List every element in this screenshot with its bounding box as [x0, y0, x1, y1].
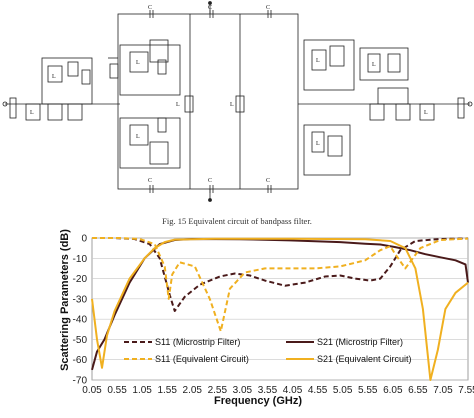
y-tick-label: -10 [73, 254, 88, 265]
center-right-inductor [235, 95, 245, 113]
right-output-network [298, 87, 473, 121]
grid [91, 237, 469, 381]
x-tick-label: 3.05 [233, 385, 253, 396]
series [91, 237, 469, 381]
circuit-ind-label: L [424, 110, 428, 116]
y-tick-label: -60 [73, 355, 88, 366]
x-tick-label: 3.55 [258, 385, 278, 396]
x-tick-label: 0.55 [107, 385, 127, 396]
x-tick-label: 1.05 [132, 385, 152, 396]
circuit-cap-label: C [148, 5, 152, 11]
circuit-ind-label: L [136, 60, 140, 66]
circuit-ind-label: L [316, 141, 320, 147]
right-upper-resonator [303, 39, 409, 91]
y-tick-label: -50 [73, 335, 88, 346]
figure-caption: Fig. 15 Equivalent circuit of bandpass f… [162, 216, 312, 226]
circuit-ind-label: L [372, 62, 376, 68]
x-axis-label: Frequency (GHz) [214, 395, 302, 407]
y-tick-label: -30 [73, 294, 88, 305]
legend-label: S21 (Equivalent Circuit) [317, 354, 412, 364]
circuit-ind-label: L [316, 58, 320, 64]
left-input-network [2, 57, 120, 121]
y-tick-label: -20 [73, 274, 88, 285]
x-tick-label: 0.05 [82, 385, 102, 396]
s-parameter-chart: Scattering Parameters (dB) Frequency (GH… [59, 229, 474, 407]
x-tick-label: 6.05 [383, 385, 403, 396]
legend-label: S21 (Microstrip Filter) [317, 337, 403, 347]
y-tick-label: -40 [73, 315, 88, 326]
circuit-cap-label: C [266, 5, 270, 11]
circuit-ind-label: L [30, 110, 34, 116]
left-upper-resonator [108, 39, 181, 96]
equivalent-circuit-diagram: C C C C C C L L L L L L L L L L [2, 1, 473, 202]
y-axis-label: Scattering Parameters (dB) [59, 229, 71, 371]
circuit-ind-label: L [176, 102, 180, 108]
y-tick-label: 0 [81, 234, 87, 245]
circuit-cap-label: C [148, 178, 152, 184]
legend-label: S11 (Equivalent Circuit) [155, 354, 249, 364]
tick-labels: 0 -10 -20 -30 -40 -50 -60 -700.05 0.55 1.05 1.55 2.… [73, 234, 474, 397]
x-tick-label: 4.55 [308, 385, 328, 396]
x-tick-label: 1.55 [157, 385, 177, 396]
circuit-ind-label: L [136, 134, 140, 140]
circuit-cap-label: C [208, 5, 212, 11]
x-tick-label: 2.55 [208, 385, 228, 396]
y-tick-label: -70 [73, 376, 88, 387]
x-tick-label: 7.05 [433, 385, 453, 396]
circuit-ind-label: L [52, 74, 56, 80]
x-tick-label: 6.55 [408, 385, 428, 396]
legend: S11 (Microstrip Filter) S21 (Microstrip F… [124, 337, 412, 364]
series-line-3 [92, 237, 469, 333]
x-tick-label: 7.55 [458, 385, 474, 396]
center-left-inductor [184, 95, 194, 113]
series-line-2 [91, 238, 469, 371]
x-tick-label: 5.55 [358, 385, 378, 396]
right-lower-resonator [303, 124, 351, 176]
left-lower-resonator [119, 117, 181, 169]
x-tick-label: 4.05 [283, 385, 303, 396]
series-line-1 [92, 237, 469, 312]
x-tick-label: 2.05 [183, 385, 203, 396]
x-tick-label: 5.05 [333, 385, 353, 396]
series-line-4 [91, 237, 469, 381]
circuit-cap-label: C [208, 178, 212, 184]
circuit-cap-label: C [266, 178, 270, 184]
top-capacitor-row [149, 10, 272, 18]
circuit-ind-label: L [230, 102, 234, 108]
legend-label: S11 (Microstrip Filter) [155, 337, 240, 347]
bottom-capacitor-row [149, 185, 272, 193]
